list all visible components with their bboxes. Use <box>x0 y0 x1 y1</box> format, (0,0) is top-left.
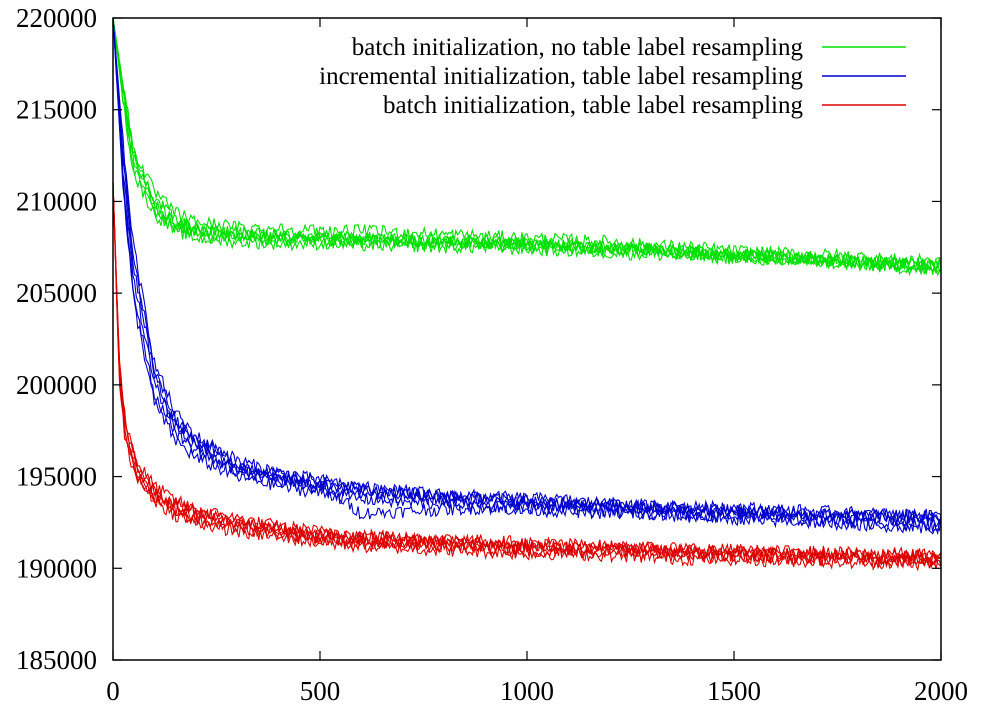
series-line-11 <box>112 17 942 526</box>
x-tick-label: 0 <box>106 676 120 706</box>
x-tick-label: 1500 <box>707 676 761 706</box>
x-tick-label: 500 <box>300 676 341 706</box>
y-tick-label: 200000 <box>16 370 97 400</box>
series-line-18 <box>112 183 942 569</box>
y-tick-label: 220000 <box>16 3 97 33</box>
y-tick-label: 205000 <box>16 278 97 308</box>
legend-label-1: batch initialization, no table label res… <box>352 34 804 61</box>
y-tick-label: 210000 <box>16 186 97 216</box>
y-tick-label: 215000 <box>16 95 97 125</box>
series-line-12 <box>112 17 942 536</box>
y-tick-label: 195000 <box>16 462 97 492</box>
x-tick-label: 1000 <box>500 676 554 706</box>
series-line-15 <box>112 183 942 562</box>
legend-label-3: batch initialization, table label resamp… <box>383 92 803 119</box>
y-tick-label: 190000 <box>16 553 97 583</box>
axis-layer: 185000 190000 195000 200000 205000 210000 2150… <box>16 3 968 706</box>
legend-label-2: incremental initialization, table label … <box>319 63 803 90</box>
y-tick-label: 185000 <box>16 645 97 675</box>
x-tick-label: 2000 <box>914 676 968 706</box>
series-layer <box>112 17 942 572</box>
legend: batch initialization, no table label res… <box>319 34 906 119</box>
series-line-5 <box>112 17 942 272</box>
series-line-6 <box>112 17 942 277</box>
series-line-9 <box>112 17 942 522</box>
